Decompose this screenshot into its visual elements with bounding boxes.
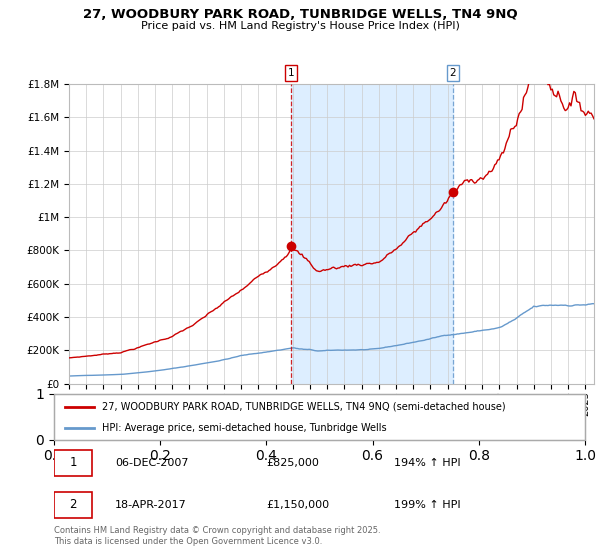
Text: Price paid vs. HM Land Registry's House Price Index (HPI): Price paid vs. HM Land Registry's House …: [140, 21, 460, 31]
Text: 27, WOODBURY PARK ROAD, TUNBRIDGE WELLS, TN4 9NQ: 27, WOODBURY PARK ROAD, TUNBRIDGE WELLS,…: [83, 8, 517, 21]
Text: Contains HM Land Registry data © Crown copyright and database right 2025.
This d: Contains HM Land Registry data © Crown c…: [54, 526, 380, 546]
Text: 2: 2: [70, 498, 77, 511]
Text: £825,000: £825,000: [266, 458, 319, 468]
Text: 1: 1: [288, 68, 295, 78]
Text: £1,150,000: £1,150,000: [266, 500, 329, 510]
Text: 194% ↑ HPI: 194% ↑ HPI: [394, 458, 460, 468]
Text: 199% ↑ HPI: 199% ↑ HPI: [394, 500, 460, 510]
FancyBboxPatch shape: [54, 450, 92, 475]
Text: 2: 2: [449, 68, 456, 78]
Text: 18-APR-2017: 18-APR-2017: [115, 500, 187, 510]
Text: 27, WOODBURY PARK ROAD, TUNBRIDGE WELLS, TN4 9NQ (semi-detached house): 27, WOODBURY PARK ROAD, TUNBRIDGE WELLS,…: [102, 402, 505, 412]
Bar: [292, 84, 452, 384]
Text: 1: 1: [70, 456, 77, 469]
FancyBboxPatch shape: [54, 492, 92, 518]
Text: 06-DEC-2007: 06-DEC-2007: [115, 458, 188, 468]
Text: HPI: Average price, semi-detached house, Tunbridge Wells: HPI: Average price, semi-detached house,…: [102, 423, 386, 433]
